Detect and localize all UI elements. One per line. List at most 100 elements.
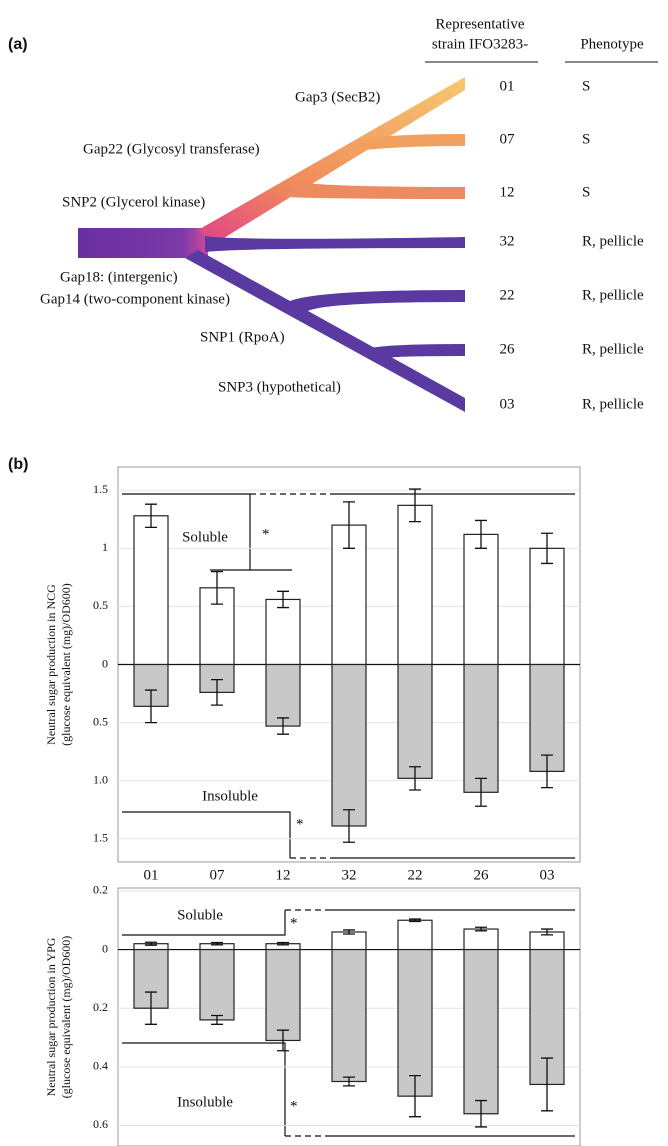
bar bbox=[265, 948, 301, 1042]
significance bbox=[122, 493, 575, 1137]
phenotype: R, pellicle bbox=[582, 396, 644, 412]
branch-label: Gap22 (Glycosyl transferase) bbox=[83, 141, 260, 157]
strain: 07 bbox=[500, 131, 516, 147]
annotation: * bbox=[262, 526, 270, 542]
y-tick-label: 1.5 bbox=[93, 831, 108, 845]
error-bar bbox=[541, 928, 553, 936]
header: Phenotype bbox=[580, 36, 644, 52]
y-tick-label: 0.4 bbox=[93, 1059, 108, 1073]
plot-frame bbox=[117, 887, 581, 1146]
error-bar bbox=[541, 1057, 553, 1112]
annotation: * bbox=[290, 915, 298, 931]
error-bar bbox=[475, 1099, 487, 1128]
bar bbox=[463, 533, 499, 666]
y-tick-label: 1.0 bbox=[93, 772, 108, 786]
y-tick-label: 0.2 bbox=[93, 1000, 108, 1014]
bar bbox=[463, 663, 499, 793]
phenotype: S bbox=[582, 131, 590, 147]
x-tick-label: 03 bbox=[540, 867, 555, 883]
error-bar bbox=[211, 1014, 223, 1025]
error-bar bbox=[211, 941, 223, 946]
error-bar bbox=[343, 1076, 355, 1087]
branch-label: Gap14 (two-component kinase) bbox=[40, 291, 230, 307]
branch-label: SNP1 (RpoA) bbox=[200, 329, 285, 345]
y-tick-label: 0.5 bbox=[93, 598, 108, 612]
bar bbox=[463, 928, 499, 951]
error-bar bbox=[409, 766, 421, 791]
series-label: Soluble bbox=[182, 529, 228, 545]
strain: 32 bbox=[500, 233, 515, 249]
y-tick-label: 0 bbox=[102, 656, 108, 670]
y-axis-title: Neutral sugar production in NCG bbox=[44, 584, 58, 745]
bar bbox=[331, 663, 367, 827]
x-tick-label: 22 bbox=[408, 867, 423, 883]
error-bar bbox=[277, 717, 289, 735]
branch-label: Gap3 (SecB2) bbox=[295, 89, 380, 105]
panel-label: (a) bbox=[8, 36, 28, 53]
strain: 26 bbox=[500, 341, 516, 357]
y-axis-title: (glucose equivalent (mg)/OD600) bbox=[59, 936, 73, 1099]
bar bbox=[331, 948, 367, 1083]
error-bar bbox=[343, 809, 355, 843]
error-bar bbox=[541, 532, 553, 565]
phenotype: R, pellicle bbox=[582, 341, 644, 357]
header: Representative bbox=[435, 16, 524, 32]
strain: 12 bbox=[500, 184, 515, 200]
y-tick-label: 1.5 bbox=[93, 482, 108, 496]
error-bar bbox=[277, 1029, 289, 1052]
strain: 03 bbox=[500, 396, 515, 412]
y-tick-label: 0.2 bbox=[93, 883, 108, 897]
y-tick-label: 0 bbox=[102, 941, 108, 955]
bar bbox=[397, 504, 433, 666]
annotation: * bbox=[296, 816, 304, 832]
bar bbox=[199, 948, 235, 1021]
error-bar bbox=[145, 941, 157, 946]
header: strain IFO3283- bbox=[432, 36, 528, 52]
phenotype: S bbox=[582, 78, 590, 94]
bar bbox=[397, 919, 433, 951]
series-label: Insoluble bbox=[177, 1094, 233, 1110]
error-bar bbox=[475, 926, 487, 932]
error-bar bbox=[409, 918, 421, 923]
error-bar bbox=[145, 503, 157, 529]
y-axis-title: (glucose equivalent (mg)/OD600) bbox=[59, 583, 73, 746]
phenotype: S bbox=[582, 184, 590, 200]
error-bar bbox=[343, 501, 355, 549]
bar bbox=[397, 948, 433, 1097]
strain: 22 bbox=[500, 287, 515, 303]
error-bar bbox=[277, 941, 289, 946]
error-bar bbox=[343, 929, 355, 935]
y-tick-label: 0.6 bbox=[93, 1117, 108, 1131]
x-tick-label: 26 bbox=[474, 867, 490, 883]
error-bar bbox=[475, 777, 487, 807]
error-bar bbox=[409, 1074, 421, 1118]
bar bbox=[397, 663, 433, 779]
annotation: * bbox=[290, 1098, 298, 1114]
phenotype: R, pellicle bbox=[582, 233, 644, 249]
branch-label: SNP2 (Glycerol kinase) bbox=[62, 194, 205, 210]
branch-label: Gap18: (intergenic) bbox=[60, 269, 178, 285]
error-bar bbox=[409, 488, 421, 523]
error-bar bbox=[211, 570, 223, 605]
y-axis-title: Neutral sugar production in YPG bbox=[44, 937, 58, 1096]
x-tick-label: 01 bbox=[144, 867, 159, 883]
x-tick-label: 12 bbox=[276, 867, 291, 883]
bar bbox=[133, 515, 169, 666]
error-bar bbox=[211, 678, 223, 706]
phenotype: R, pellicle bbox=[582, 287, 644, 303]
tree bbox=[78, 77, 465, 412]
series-label: Insoluble bbox=[202, 788, 258, 804]
bar bbox=[529, 663, 565, 772]
branch-label: SNP3 (hypothetical) bbox=[218, 379, 341, 395]
bar bbox=[265, 663, 301, 727]
strain: 01 bbox=[500, 78, 515, 94]
y-tick-label: 0.5 bbox=[93, 714, 108, 728]
x-tick-label: 07 bbox=[210, 867, 226, 883]
error-bar bbox=[145, 991, 157, 1025]
error-bar bbox=[145, 689, 157, 724]
error-bar bbox=[277, 590, 289, 609]
error-bar bbox=[475, 519, 487, 549]
bar bbox=[463, 948, 499, 1115]
bar bbox=[265, 598, 301, 666]
